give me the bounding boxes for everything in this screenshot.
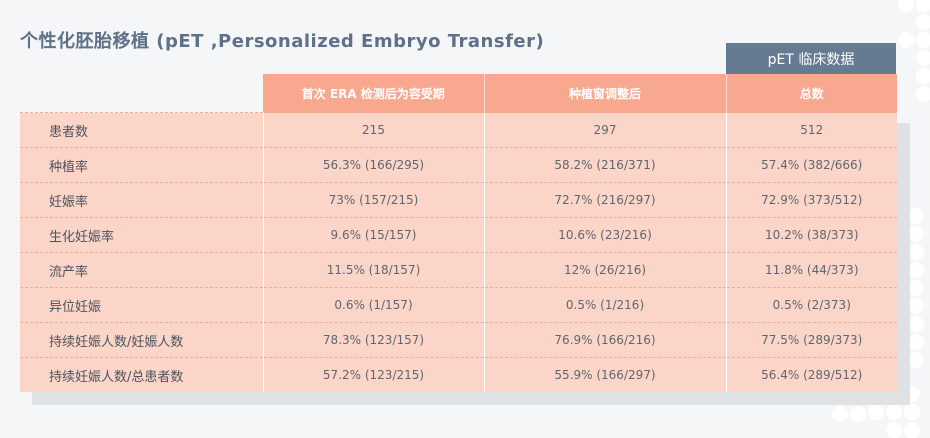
table-header-row: 首次 ERA 检测后为容受期 种植窗调整后 总数	[20, 74, 897, 113]
column-header-window-adjusted: 种植窗调整后	[483, 74, 726, 113]
table-row: 持续妊娠人数/妊娠人数 78.3% (123/157) 76.9% (166/2…	[20, 322, 897, 358]
column-header-first-era: 首次 ERA 检测后为容受期	[263, 74, 484, 113]
table-cell: 56.4% (289/512)	[725, 357, 897, 392]
table-cell: 57.2% (123/215)	[262, 357, 484, 392]
table-cell: 58.2% (216/371)	[483, 147, 726, 183]
table-cell: 0.5% (1/216)	[483, 287, 726, 323]
table-row: 流产率 11.5% (18/157) 12% (26/216) 11.8% (4…	[20, 252, 897, 288]
table-row: 种植率 56.3% (166/295) 58.2% (216/371) 57.4…	[20, 147, 897, 183]
decorative-dots	[832, 0, 930, 438]
row-label: 持续妊娠人数/妊娠人数	[20, 322, 263, 358]
table-cell: 73% (157/215)	[262, 182, 484, 218]
table-row: 妊娠率 73% (157/215) 72.7% (216/297) 72.9% …	[20, 182, 897, 218]
row-label: 生化妊娠率	[20, 217, 263, 253]
table-cell: 512	[725, 112, 897, 148]
table-cell: 0.5% (2/373)	[725, 287, 897, 323]
table-cell: 11.5% (18/157)	[262, 252, 484, 288]
row-label: 流产率	[20, 252, 263, 288]
row-label: 妊娠率	[20, 182, 263, 218]
table-cell: 12% (26/216)	[483, 252, 726, 288]
clinical-data-badge: pET 临床数据	[726, 43, 896, 74]
header-corner	[20, 74, 263, 113]
table-cell: 11.8% (44/373)	[725, 252, 897, 288]
table-row: 异位妊娠 0.6% (1/157) 0.5% (1/216) 0.5% (2/3…	[20, 287, 897, 323]
table-cell: 55.9% (166/297)	[483, 357, 726, 392]
table-row: 生化妊娠率 9.6% (15/157) 10.6% (23/216) 10.2%…	[20, 217, 897, 253]
table-cell: 72.7% (216/297)	[483, 182, 726, 218]
table-cell: 72.9% (373/512)	[725, 182, 897, 218]
table-cell: 10.2% (38/373)	[725, 217, 897, 253]
table-cell: 0.6% (1/157)	[262, 287, 484, 323]
clinical-data-table: 首次 ERA 检测后为容受期 种植窗调整后 总数 患者数 215 297 512…	[20, 74, 897, 392]
row-label: 异位妊娠	[20, 287, 263, 323]
table-cell: 56.3% (166/295)	[262, 147, 484, 183]
table-cell: 10.6% (23/216)	[483, 217, 726, 253]
table-cell: 77.5% (289/373)	[725, 322, 897, 358]
column-header-total: 总数	[725, 74, 897, 113]
table-cell: 9.6% (15/157)	[262, 217, 484, 253]
table-cell: 297	[483, 112, 726, 148]
row-label: 种植率	[20, 147, 263, 183]
table-cell: 57.4% (382/666)	[725, 147, 897, 183]
table-row: 患者数 215 297 512	[20, 112, 897, 148]
row-label: 患者数	[20, 112, 263, 148]
table-cell: 215	[262, 112, 484, 148]
table-cell: 78.3% (123/157)	[262, 322, 484, 358]
row-label: 持续妊娠人数/总患者数	[20, 357, 263, 392]
table-cell: 76.9% (166/216)	[483, 322, 726, 358]
page-title: 个性化胚胎移植 (pET ,Personalized Embryo Transf…	[20, 31, 545, 52]
table-row: 持续妊娠人数/总患者数 57.2% (123/215) 55.9% (166/2…	[20, 357, 897, 392]
